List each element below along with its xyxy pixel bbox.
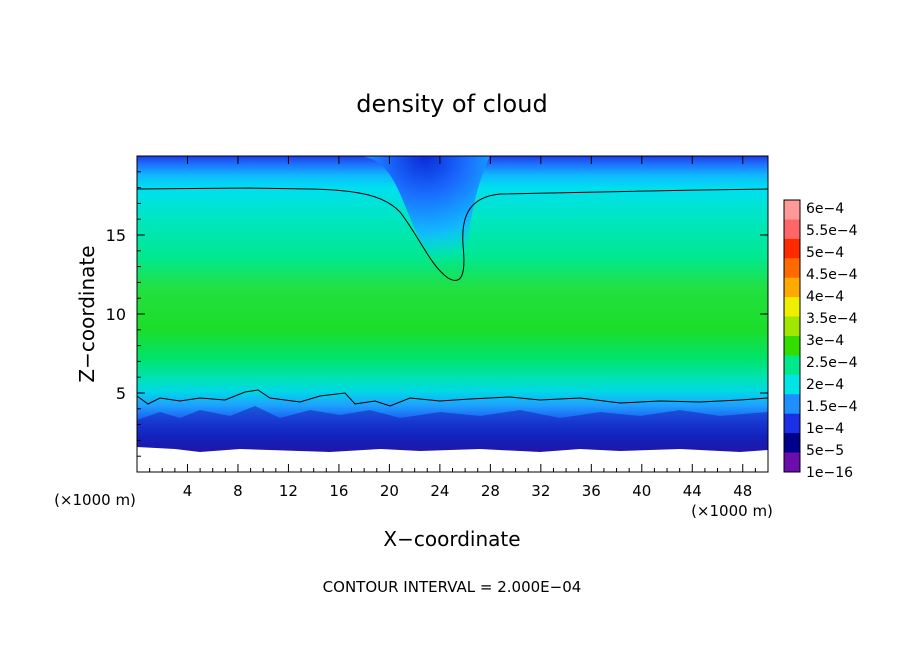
colorbar-label: 3e−4 <box>806 333 844 349</box>
colorbar: 6e−4 5.5e−4 5e−4 4.5e−4 4e−4 3.5e−4 3e−4 2.5e−4… <box>783 199 858 481</box>
colorbar-swatch <box>784 394 800 415</box>
colorbar-label: 1e−16 <box>806 465 853 481</box>
chart-title: density of cloud <box>356 90 547 118</box>
x-axis-ticks: 4 8 12 16 20 24 28 32 36 40 44 48 <box>149 156 756 500</box>
colorbar-swatch <box>784 452 800 473</box>
y-axis-label: Z−coordinate <box>75 245 99 382</box>
x-tick-label: 32 <box>531 482 550 500</box>
x-tick-label: 44 <box>683 482 702 500</box>
colorbar-swatch <box>784 316 800 337</box>
colorbar-swatch <box>784 238 800 259</box>
y-axis-unit: (×1000 m) <box>54 491 136 509</box>
dry-plume <box>360 156 490 277</box>
colorbar-swatch <box>784 200 800 220</box>
colorbar-swatch <box>784 374 800 395</box>
ground-gap <box>137 447 768 472</box>
y-axis-ticks: 5 10 15 <box>106 171 768 457</box>
colorbar-label: 2e−4 <box>806 377 844 393</box>
colorbar-label: 1.5e−4 <box>806 399 858 415</box>
x-tick-label: 16 <box>329 482 348 500</box>
colorbar-swatch <box>784 413 800 434</box>
colorbar-swatch <box>784 277 800 298</box>
y-tick-label: 15 <box>106 226 126 245</box>
x-tick-label: 24 <box>430 482 449 500</box>
colorbar-label: 4.5e−4 <box>806 267 858 283</box>
colorbar-swatch <box>784 258 800 279</box>
colorbar-frame <box>783 199 801 473</box>
x-tick-label: 12 <box>279 482 298 500</box>
x-axis-unit: (×1000 m) <box>691 502 773 520</box>
colorbar-swatch <box>784 219 800 240</box>
x-tick-label: 28 <box>481 482 500 500</box>
colorbar-label: 3.5e−4 <box>806 311 858 327</box>
colorbar-swatch <box>784 336 800 356</box>
x-tick-label: 20 <box>380 482 399 500</box>
colorbar-swatch <box>784 433 800 454</box>
x-tick-label: 40 <box>632 482 651 500</box>
x-axis-label: X−coordinate <box>383 527 520 551</box>
colorbar-label: 1e−4 <box>806 421 844 437</box>
y-tick-label: 5 <box>116 384 126 403</box>
colorbar-label: 6e−4 <box>806 201 844 217</box>
x-tick-label: 8 <box>233 482 243 500</box>
colorbar-label: 5e−5 <box>806 443 844 459</box>
contour-upper <box>137 187 768 281</box>
x-tick-label: 36 <box>582 482 601 500</box>
contour-interval-note: CONTOUR INTERVAL = 2.000E−04 <box>323 578 582 596</box>
colorbar-label: 5.5e−4 <box>806 223 858 239</box>
colorbar-swatch <box>784 355 800 376</box>
colorbar-label: 5e−4 <box>806 245 844 261</box>
x-tick-label: 48 <box>733 482 752 500</box>
colorbar-label: 2.5e−4 <box>806 355 858 371</box>
y-tick-label: 10 <box>106 305 126 324</box>
plot-area <box>137 156 768 472</box>
colorbar-label: 4e−4 <box>806 289 844 305</box>
x-tick-label: 4 <box>183 482 193 500</box>
contour-lower <box>137 389 768 407</box>
colorbar-swatch <box>784 297 800 318</box>
